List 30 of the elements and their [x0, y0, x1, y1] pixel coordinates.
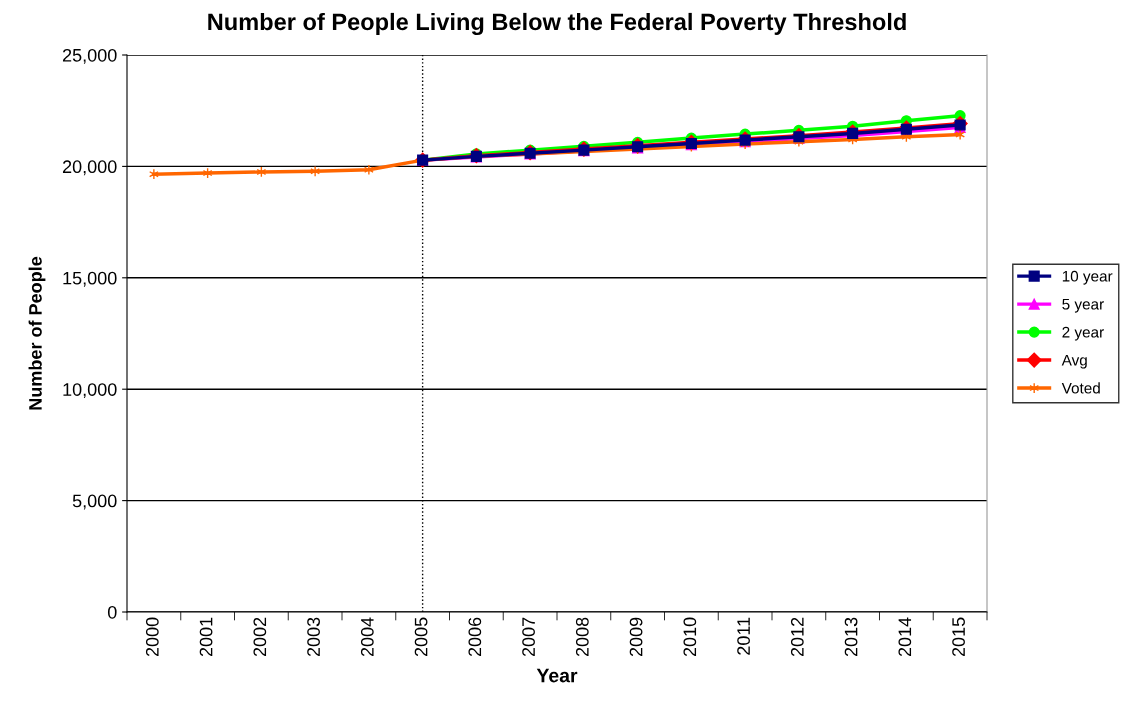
legend-label: 2 year [1062, 326, 1104, 341]
y-tick-label: 15,000 [63, 271, 117, 287]
x-tick-label: 2007 [522, 617, 535, 657]
legend-label: 5 year [1062, 298, 1104, 313]
x-tick-label: 2015 [952, 617, 965, 657]
x-tick-label: 2004 [360, 617, 374, 657]
chart-title: Number of People Living Below the Federal Poverty Threshold [208, 12, 906, 35]
x-tick-label: 2000 [145, 617, 159, 657]
x-tick-label: 2005 [414, 617, 428, 657]
x-tick-label: 2013 [844, 617, 858, 657]
y-tick-label: 5,000 [72, 494, 117, 510]
y-tick-label: 0 [107, 605, 117, 619]
x-tick-label: 2008 [575, 617, 589, 657]
legend-label: Avg [1061, 354, 1087, 369]
x-tick-label: 2011 [737, 617, 750, 655]
y-tick-label: 25,000 [62, 48, 117, 64]
x-axis-title: Year [536, 668, 578, 683]
x-tick-label: 2010 [683, 617, 697, 657]
x-tick-label: 2009 [629, 617, 643, 657]
x-tick-label: 2002 [253, 617, 267, 657]
x-tick-label: 2001 [199, 617, 213, 657]
y-axis-title: Number of People [28, 256, 46, 410]
legend-label: Voted [1061, 382, 1100, 394]
legend-label: 10 year [1062, 270, 1113, 285]
x-tick-label: 2014 [898, 617, 912, 657]
y-tick-label: 20,000 [62, 160, 117, 176]
x-tick-label: 2006 [468, 617, 482, 657]
x-tick-label: 2003 [307, 617, 320, 657]
y-tick-label: 10,000 [63, 383, 117, 399]
x-tick-label: 2012 [790, 617, 804, 657]
